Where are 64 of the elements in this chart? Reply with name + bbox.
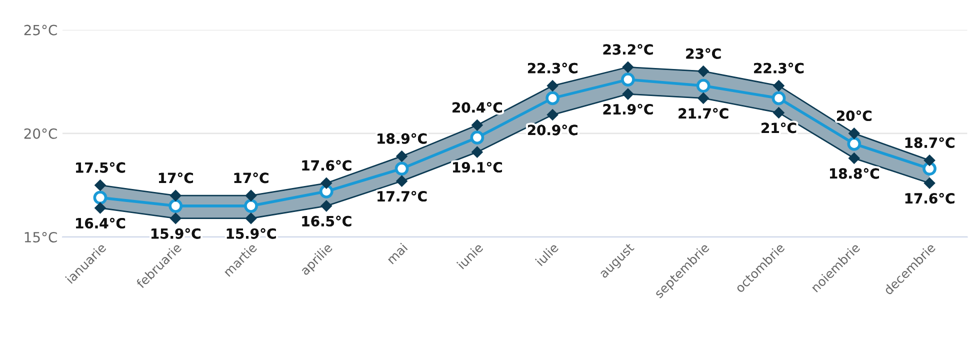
point [93,190,108,205]
data-label: 21.9°C [603,104,653,115]
point [622,62,634,73]
y-tick-label: 20°C [24,128,57,139]
point [244,198,258,213]
point [924,178,936,189]
data-label: 20.9°C [528,124,578,136]
data-label: 15.9°C [151,228,200,239]
point [396,175,408,187]
data-label: 17.6°C [302,160,352,171]
point [772,91,786,106]
point [94,180,106,191]
data-label: 17°C [158,172,193,184]
data-label: 17.6°C [905,193,954,204]
data-label: 23°C [686,48,721,59]
point [320,200,332,212]
data-label: 17.5°C [76,162,126,173]
point [546,80,558,92]
point [773,80,784,92]
point [621,72,635,87]
data-label: 16.4°C [76,218,126,228]
point [170,190,182,202]
point [546,109,558,120]
point [320,178,332,189]
point [470,130,484,145]
data-label: 21°C [762,122,796,134]
y-tick-label: 25°C [24,24,57,36]
data-label: 22.3°C [754,62,804,74]
data-label: 17°C [234,172,268,184]
point [245,190,257,202]
point [622,88,634,100]
point [848,152,860,164]
point [698,66,709,77]
data-label: 19.1°C [453,162,502,173]
point [922,162,936,176]
x-tick-label: iulie [535,242,559,266]
point [773,107,784,118]
point [319,184,334,198]
point [847,136,862,151]
data-label: 23.2°C [603,44,653,55]
data-label: 18.8°C [830,168,879,179]
point [94,202,106,214]
point [848,128,860,140]
data-label: 17.7°C [378,190,427,202]
data-label: 15.9°C [226,228,276,239]
point [394,162,409,176]
point [696,78,710,93]
point [924,154,936,166]
point [472,146,483,158]
data-label: 21.7°C [678,108,728,119]
data-label: 18.7°C [905,137,954,148]
point [170,212,182,224]
data-label: 20.4°C [452,102,502,113]
point [546,91,560,106]
point [396,150,408,162]
data-label: 18.9°C [378,133,427,144]
point [698,92,709,104]
y-tick-label: 15°C [24,232,57,242]
point [245,212,257,224]
point [168,198,183,213]
data-label: 22.3°C [528,62,578,74]
data-label: 16.5°C [302,216,352,226]
data-label: 20°C [837,110,872,122]
point [472,120,483,131]
